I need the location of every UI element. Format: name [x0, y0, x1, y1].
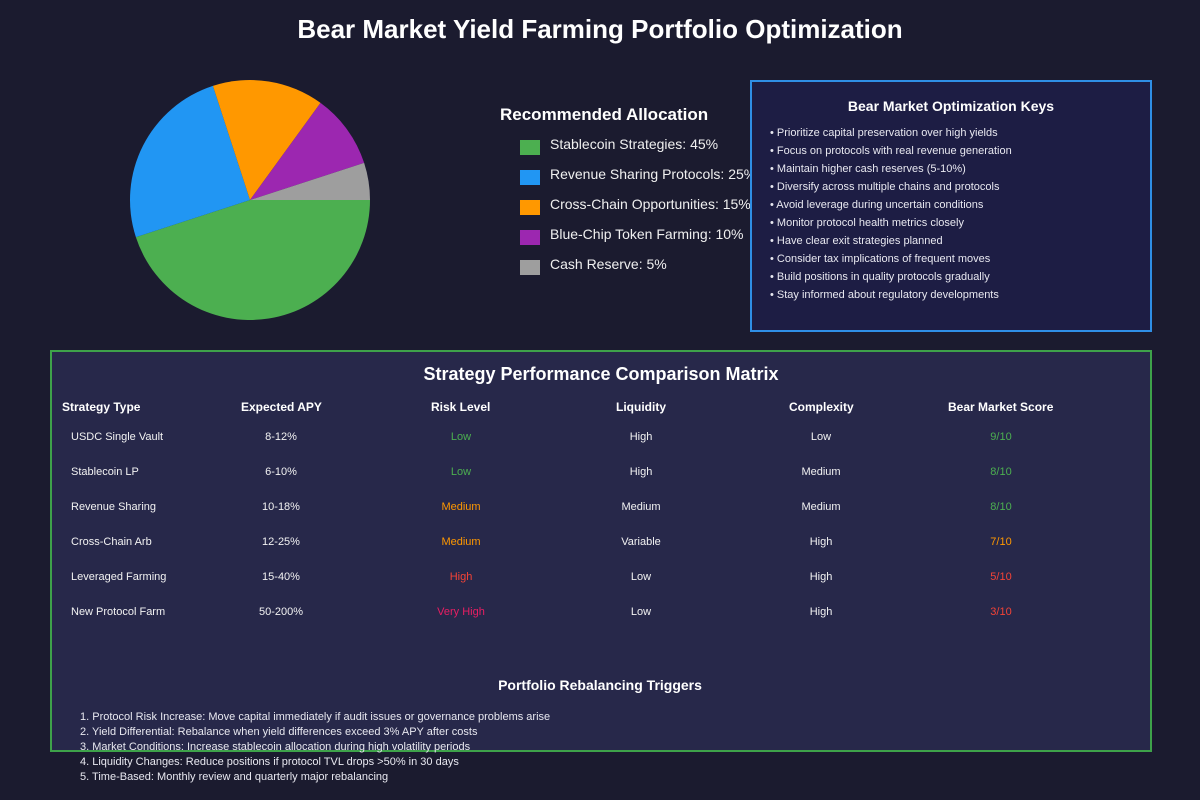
cell-score: 8/10 — [990, 466, 1012, 478]
trigger-item: 3. Market Conditions: Increase stablecoi… — [80, 741, 471, 753]
comparison-matrix-panel: Strategy Performance Comparison Matrix S… — [50, 350, 1152, 752]
triggers-title: Portfolio Rebalancing Triggers — [498, 677, 702, 693]
cell-risk: Medium — [441, 536, 481, 548]
key-item: • Consider tax implications of frequent … — [770, 253, 991, 265]
cell-complexity: Low — [810, 431, 832, 443]
cell-complexity: High — [809, 571, 833, 583]
cell-risk: Very High — [437, 606, 485, 618]
cell-score: 9/10 — [990, 431, 1012, 443]
cell-liquidity: Low — [630, 606, 652, 618]
cell-risk: Low — [450, 466, 472, 478]
trigger-item: 2. Yield Differential: Rebalance when yi… — [80, 726, 478, 738]
pie-slice-stablecoin — [135, 200, 370, 321]
allocation-pie-chart — [129, 80, 370, 321]
cell-apy: 50-200% — [258, 606, 304, 618]
legend-label: Blue-Chip Token Farming: 10% — [550, 226, 744, 242]
keys-title: Bear Market Optimization Keys — [847, 98, 1055, 114]
legend-swatch — [520, 140, 540, 155]
cell-strategy: Cross-Chain Arb — [71, 536, 152, 548]
key-item: • Avoid leverage during uncertain condit… — [770, 199, 984, 211]
cell-risk: Low — [450, 431, 472, 443]
legend-label: Stablecoin Strategies: 45% — [550, 136, 719, 152]
page-title: Bear Market Yield Farming Portfolio Opti… — [297, 14, 903, 44]
keys-list: • Prioritize capital preservation over h… — [752, 124, 1150, 304]
legend-swatch — [520, 230, 540, 245]
key-item: • Build positions in quality protocols g… — [770, 271, 990, 283]
trigger-item: 4. Liquidity Changes: Reduce positions i… — [80, 756, 459, 768]
cell-apy: 8-12% — [265, 431, 297, 443]
pie-slice-cash-reserve — [250, 162, 370, 200]
cell-liquidity: Low — [630, 571, 652, 583]
legend-label: Cross-Chain Opportunities: 15% — [550, 196, 751, 212]
key-item: • Monitor protocol health metrics closel… — [770, 217, 964, 229]
key-item: • Focus on protocols with real revenue g… — [770, 145, 1012, 157]
legend-label: Cash Reserve: 5% — [550, 256, 667, 272]
cell-liquidity: High — [629, 466, 653, 478]
cell-score: 3/10 — [990, 606, 1012, 618]
cell-complexity: Medium — [801, 466, 841, 478]
cell-strategy: USDC Single Vault — [71, 431, 164, 443]
cell-score: 7/10 — [990, 536, 1012, 548]
trigger-item: 1. Protocol Risk Increase: Move capital … — [80, 711, 551, 723]
cell-strategy: New Protocol Farm — [71, 606, 166, 618]
cell-apy: 10-18% — [262, 501, 300, 513]
cell-liquidity: Variable — [621, 536, 661, 548]
cell-liquidity: Medium — [621, 501, 661, 513]
cell-apy: 15-40% — [262, 571, 300, 583]
header-risk-level: Risk Level — [431, 400, 491, 414]
header-bear-market-score: Bear Market Score — [948, 400, 1054, 414]
legend-swatch — [520, 260, 540, 275]
cell-score: 5/10 — [990, 571, 1012, 583]
pie-slice-revenue-sharing — [129, 85, 250, 238]
key-item: • Diversify across multiple chains and p… — [770, 181, 1000, 193]
optimization-keys-panel: Bear Market Optimization Keys • Prioriti… — [750, 80, 1152, 332]
key-item: • Maintain higher cash reserves (5-10%) — [770, 163, 966, 175]
pie-slice-blue-chip — [250, 102, 365, 200]
pie-slice-cross-chain — [212, 80, 321, 200]
header-strategy-type: Strategy Type — [62, 400, 141, 414]
cell-apy: 6-10% — [265, 466, 297, 478]
legend-swatch — [520, 200, 540, 215]
header-expected-apy: Expected APY — [241, 400, 322, 414]
cell-strategy: Stablecoin LP — [71, 466, 139, 478]
key-item: • Prioritize capital preservation over h… — [770, 127, 998, 139]
cell-strategy: Revenue Sharing — [71, 501, 157, 513]
cell-complexity: High — [809, 536, 833, 548]
cell-risk: High — [449, 571, 473, 583]
cell-strategy: Leveraged Farming — [71, 571, 167, 583]
key-item: • Stay informed about regulatory develop… — [770, 289, 999, 301]
cell-liquidity: High — [629, 431, 653, 443]
key-item: • Have clear exit strategies planned — [770, 235, 943, 247]
header-complexity: Complexity — [789, 400, 854, 414]
cell-apy: 12-25% — [262, 536, 300, 548]
cell-complexity: High — [809, 606, 833, 618]
matrix-title: Strategy Performance Comparison Matrix — [423, 364, 779, 384]
legend-title: Recommended Allocation — [500, 105, 709, 124]
cell-complexity: Medium — [801, 501, 841, 513]
header-liquidity: Liquidity — [616, 400, 666, 414]
cell-risk: Medium — [441, 501, 481, 513]
cell-score: 8/10 — [990, 501, 1012, 513]
triggers-list: 1. Protocol Risk Increase: Move capital … — [80, 710, 550, 785]
legend-swatch — [520, 170, 540, 185]
legend-label: Revenue Sharing Protocols: 25% — [550, 166, 757, 182]
trigger-item: 5. Time-Based: Monthly review and quarte… — [80, 771, 389, 783]
